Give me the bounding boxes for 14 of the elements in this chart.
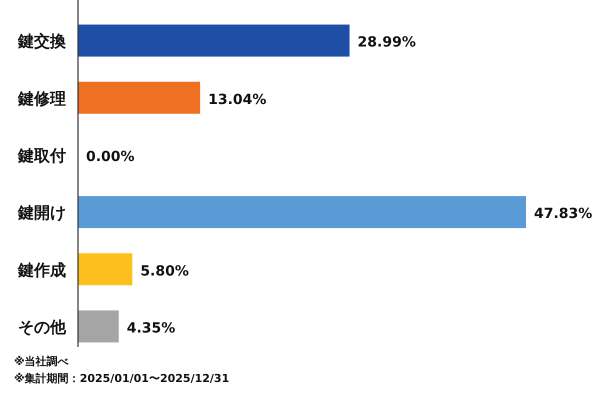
data-label: 13.04% — [208, 92, 266, 108]
data-label: 47.83% — [534, 206, 592, 222]
data-label: 28.99% — [358, 34, 416, 51]
text: ※当社調べ — [14, 355, 70, 368]
y-tick-label: 鍵作成 — [17, 260, 66, 280]
y-tick-label: 鍵取付 — [17, 146, 66, 165]
y-tick-label: 鍵修理 — [17, 88, 66, 108]
data-label: 5.80% — [140, 263, 189, 280]
y-tick-label: その他 — [18, 317, 67, 336]
y-tick-label: 鍵交換 — [17, 32, 67, 51]
text: ※集計期間：2025/01/01〜2025/12/31 — [14, 372, 230, 385]
data-label: 4.35% — [126, 320, 176, 336]
data-label: 0.00% — [86, 148, 135, 165]
y-tick-label: 鍵開け — [17, 203, 66, 222]
